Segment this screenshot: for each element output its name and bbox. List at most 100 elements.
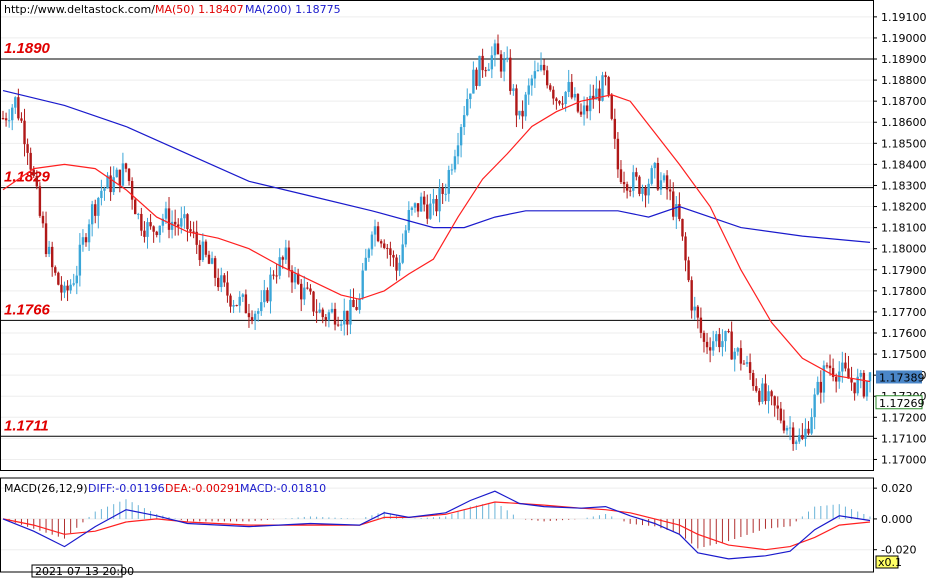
- candle-body: [690, 280, 693, 311]
- candle-body: [585, 105, 589, 112]
- candle-body: [665, 175, 669, 190]
- candle-body: [4, 118, 8, 121]
- candle-body: [416, 203, 420, 212]
- candle-body: [149, 222, 152, 227]
- candle-body: [819, 381, 823, 393]
- candle-body: [198, 244, 201, 261]
- candle-body: [423, 196, 426, 205]
- candle-body: [696, 306, 700, 318]
- candle-body: [859, 372, 862, 377]
- candle-body: [404, 230, 407, 245]
- candle-body: [210, 258, 214, 264]
- candle-body: [767, 391, 770, 402]
- candle-body: [834, 376, 838, 382]
- candle-body: [530, 78, 534, 86]
- candle-body: [619, 169, 623, 183]
- candle-body: [275, 275, 278, 277]
- price-tick-label: 1.17900: [881, 264, 927, 277]
- site-url[interactable]: http://www.deltastock.com/: [4, 3, 155, 16]
- candle-body: [825, 365, 829, 367]
- ma200-line: [2, 90, 871, 243]
- candle-body: [272, 274, 275, 276]
- candle-body: [828, 365, 832, 369]
- candle-body: [536, 70, 540, 72]
- candle-body: [644, 188, 647, 196]
- candle-body: [662, 175, 666, 181]
- candle-body: [330, 308, 334, 313]
- candle-body: [213, 258, 217, 278]
- candle-body: [137, 213, 140, 215]
- candle-body: [727, 331, 730, 333]
- candle-body: [444, 193, 447, 195]
- candle-body: [146, 222, 149, 237]
- candle-body: [801, 434, 804, 439]
- candle-body: [816, 381, 819, 395]
- candle-body: [822, 365, 826, 393]
- candle-body: [441, 187, 444, 194]
- candle-body: [638, 176, 641, 194]
- level-label: 1.1766: [4, 301, 51, 318]
- candle-body: [598, 88, 601, 101]
- candle-body: [143, 230, 146, 237]
- candle-body: [592, 95, 595, 100]
- candle-body: [595, 88, 598, 100]
- candle-body: [672, 191, 675, 217]
- candle-body: [324, 317, 328, 320]
- candle-body: [419, 196, 423, 212]
- candle-body: [78, 244, 82, 276]
- candle-body: [659, 180, 663, 190]
- candle-body: [782, 420, 786, 431]
- candle-body: [570, 82, 573, 98]
- price-tick-label: 1.17500: [881, 348, 927, 361]
- candle-body: [60, 284, 63, 293]
- price-tick-label: 1.17600: [881, 327, 927, 340]
- candle-body: [466, 99, 469, 116]
- candle-body: [109, 175, 112, 193]
- candle-body: [379, 241, 383, 244]
- candle-body: [558, 100, 561, 104]
- candle-body: [573, 93, 577, 98]
- candle-body: [112, 177, 115, 193]
- candle-body: [487, 69, 490, 71]
- candle-body: [462, 115, 466, 128]
- candle-body: [376, 226, 380, 242]
- candle-body: [432, 198, 435, 204]
- secondary-price-box: [875, 395, 923, 410]
- price-tick-label: 1.19000: [881, 32, 927, 45]
- candle-body: [367, 249, 371, 258]
- macd-tick-label: 0.020: [881, 482, 913, 495]
- candle-body: [318, 309, 321, 313]
- candle-body: [509, 57, 512, 91]
- candle-body: [140, 213, 143, 231]
- candle-body: [675, 204, 678, 217]
- candle-body: [699, 317, 703, 333]
- candle-body: [121, 163, 125, 186]
- candle-body: [693, 306, 696, 311]
- candle-body: [63, 285, 66, 293]
- candle-body: [57, 272, 60, 285]
- candle-body: [1, 118, 5, 120]
- candle-body: [241, 294, 245, 297]
- candle-body: [94, 204, 97, 216]
- candle-body: [81, 237, 85, 245]
- macd-diff-readout: DIFF:-0.01196: [88, 482, 165, 495]
- candle-body: [426, 204, 429, 219]
- candle-body: [804, 428, 807, 439]
- candle-body: [336, 324, 340, 326]
- dea-line: [2, 501, 871, 551]
- candle-body: [152, 226, 155, 232]
- ma50-readout: MA(50) 1.18407: [155, 3, 244, 16]
- candle-body: [306, 287, 309, 289]
- candle-body: [260, 302, 263, 312]
- candle-body: [687, 260, 690, 281]
- candle-body: [810, 417, 813, 434]
- candle-body: [628, 190, 632, 192]
- candle-body: [386, 247, 389, 249]
- secondary-price-label: 1.17269: [879, 397, 925, 410]
- price-tick-label: 1.18000: [881, 243, 927, 256]
- candle-body: [745, 362, 749, 364]
- candle-body: [742, 363, 746, 365]
- macd-axis: 0.020 0.000 -0.020: [873, 482, 916, 557]
- candle-body: [650, 168, 653, 184]
